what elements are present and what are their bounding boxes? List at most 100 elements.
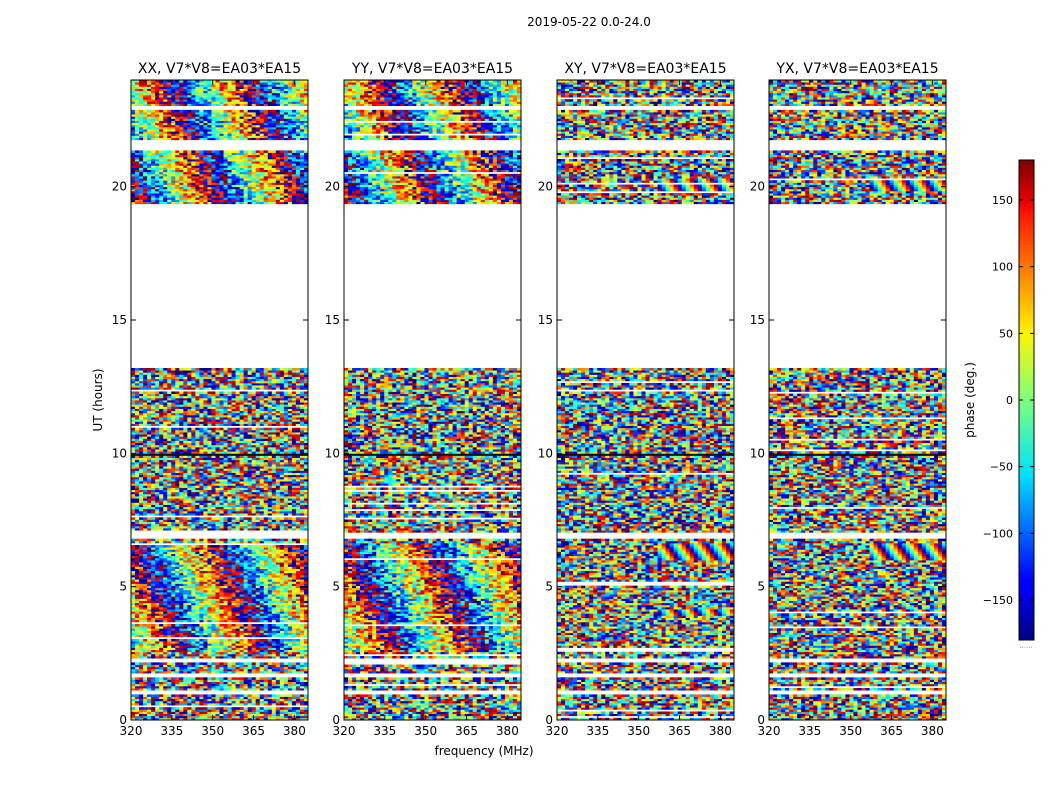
heatmap-cell	[171, 504, 176, 508]
heatmap-cell	[219, 478, 224, 482]
heatmap-cell	[291, 688, 297, 691]
heatmap-cell	[227, 510, 232, 514]
heatmap-cell	[171, 555, 176, 559]
heatmap-cell	[131, 566, 136, 569]
heatmap-cell	[147, 700, 152, 704]
heatmap-cell	[279, 632, 285, 636]
heatmap-cell	[275, 683, 281, 687]
heatmap-cell	[239, 547, 245, 550]
heatmap-cell	[271, 547, 277, 550]
heatmap-cell	[183, 641, 188, 644]
heatmap-cell	[255, 606, 261, 610]
heatmap-cell	[171, 528, 176, 531]
heatmap-cell	[271, 557, 277, 561]
heatmap-cell	[275, 579, 281, 582]
heatmap-cell	[179, 549, 184, 552]
heatmap-cell	[239, 653, 245, 657]
heatmap-cell	[231, 500, 236, 503]
heatmap-cell	[279, 696, 285, 700]
heatmap-cell	[175, 549, 180, 552]
heatmap-cell	[235, 628, 241, 631]
heatmap-cell	[215, 711, 220, 714]
heatmap-cell	[159, 611, 164, 614]
heatmap-cell	[267, 583, 273, 586]
heatmap-cell	[231, 555, 236, 559]
heatmap-cell	[175, 521, 180, 525]
heatmap-cell	[135, 489, 140, 493]
heatmap-cell	[187, 566, 192, 569]
heatmap-cell	[135, 498, 140, 501]
heatmap-cell	[291, 628, 297, 631]
heatmap-cell	[271, 461, 277, 465]
heatmap-cell	[283, 466, 289, 469]
heatmap-cell	[167, 713, 172, 717]
heatmap-cell	[171, 538, 176, 542]
heatmap-cell	[263, 711, 269, 714]
heatmap-cell	[283, 685, 289, 689]
heatmap-cell	[215, 653, 220, 657]
heatmap-cell	[227, 525, 232, 529]
heatmap-cell	[279, 651, 285, 655]
heatmap-cell	[159, 626, 164, 629]
heatmap-cell	[151, 604, 156, 608]
heatmap-cell	[171, 574, 176, 578]
heatmap-cell	[175, 451, 180, 454]
heatmap-cell	[259, 628, 265, 631]
heatmap-cell	[263, 715, 269, 719]
heatmap-cell	[303, 688, 308, 691]
heatmap-cell	[211, 506, 216, 510]
heatmap-cell	[163, 466, 168, 469]
heatmap-cell	[203, 647, 208, 650]
heatmap-cell	[183, 545, 188, 548]
heatmap-cell	[291, 698, 297, 702]
heatmap-cell	[295, 613, 301, 616]
heatmap-cell	[255, 525, 261, 529]
heatmap-cell	[279, 521, 285, 525]
heatmap-cell	[135, 600, 140, 604]
heatmap-cell	[155, 451, 160, 454]
heatmap-cell	[255, 681, 261, 685]
heatmap-cell	[263, 523, 269, 527]
heatmap-cell	[163, 442, 168, 446]
heatmap-cell	[259, 478, 265, 482]
heatmap-cell	[175, 656, 180, 659]
heatmap-cell	[295, 643, 301, 646]
heatmap-cell	[287, 557, 293, 561]
heatmap-cell	[283, 510, 289, 514]
heatmap-cell	[171, 662, 176, 665]
heatmap-cell	[135, 656, 140, 659]
heatmap-cell	[223, 698, 228, 702]
heatmap-cell	[271, 574, 277, 578]
heatmap-cell	[215, 449, 220, 452]
heatmap-cell	[239, 632, 245, 636]
heatmap-cell	[183, 638, 188, 642]
heatmap-cell	[263, 449, 269, 452]
heatmap-cell	[199, 645, 204, 648]
heatmap-cell	[179, 451, 184, 454]
heatmap-cell	[235, 717, 241, 720]
heatmap-cell	[139, 493, 144, 497]
heatmap-cell	[195, 615, 200, 618]
heatmap-cell	[187, 442, 192, 446]
heatmap-cell	[299, 570, 305, 574]
heatmap-cell	[259, 508, 265, 512]
heatmap-cell	[227, 508, 232, 512]
heatmap-cell	[163, 617, 168, 621]
heatmap-cell	[283, 472, 289, 476]
heatmap-cell	[179, 521, 184, 525]
heatmap-cell	[227, 521, 232, 525]
heatmap-cell	[191, 491, 196, 495]
heatmap-cell	[175, 519, 180, 522]
heatmap-cell	[271, 688, 277, 691]
heatmap-cell	[159, 630, 164, 633]
heatmap-cell	[223, 688, 228, 691]
heatmap-cell	[283, 679, 289, 682]
heatmap-cell	[143, 638, 148, 642]
heatmap-cell	[207, 568, 212, 572]
heatmap-cell	[263, 713, 269, 717]
heatmap-cell	[271, 579, 277, 582]
heatmap-cell	[299, 496, 305, 499]
heatmap-cell	[187, 711, 192, 714]
heatmap-cell	[247, 707, 253, 710]
heatmap-cell	[291, 510, 297, 514]
